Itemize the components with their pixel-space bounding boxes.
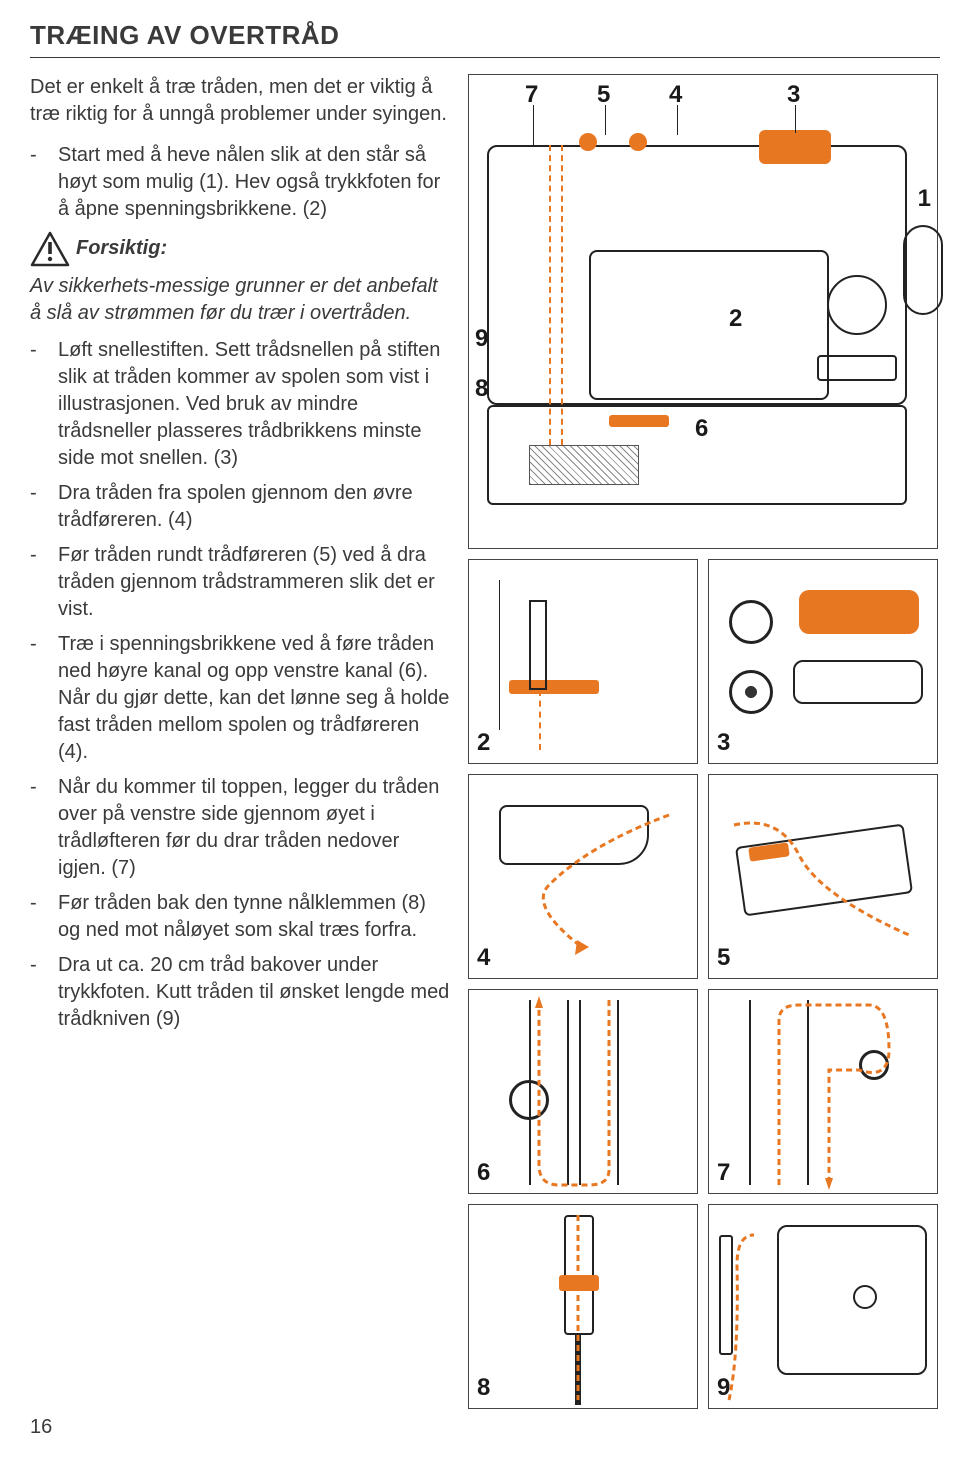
bullet-item: - Før tråden bak den tynne nålklemmen (8… [30,890,450,944]
bullet-item: - Dra tråden fra spolen gjennom den øvre… [30,480,450,534]
bullet-dash: - [30,542,58,623]
figure-row: 6 7 [468,989,938,1194]
figure-column: 7 5 4 3 1 9 8 2 6 2 [468,74,938,1409]
figure-label: 3 [787,81,800,109]
figure-detail: 8 [468,1204,698,1409]
thread-path-icon [469,1205,699,1410]
bullet-dash: - [30,480,58,534]
bullet-text: Dra tråden fra spolen gjennom den øvre t… [58,480,450,534]
bullet-text: Når du kommer til toppen, legger du tråd… [58,774,450,882]
bullet-item: - Træ i spenningsbrikkene ved å føre trå… [30,631,450,766]
warning-text: Av sikkerhets-messige grunner er det anb… [30,273,450,327]
bullet-item: - Før tråden rundt trådføreren (5) ved å… [30,542,450,623]
thread-path-icon [709,1205,939,1410]
figure-label: 9 [717,1374,730,1402]
figure-label: 8 [477,1374,490,1402]
page-title: TRÆING AV OVERTRÅD [30,20,940,58]
bullet-text: Før tråden rundt trådføreren (5) ved å d… [58,542,450,623]
bullet-text: Dra ut ca. 20 cm tråd bakover under tryk… [58,952,450,1033]
figure-label: 8 [475,375,488,403]
figure-label: 3 [717,729,730,757]
figure-main: 7 5 4 3 1 9 8 2 6 [468,74,938,549]
text-column: Det er enkelt å træ tråden, men det er v… [30,74,450,1409]
intro-paragraph: Det er enkelt å træ tråden, men det er v… [30,74,450,128]
figure-label: 2 [477,729,490,757]
bullet-dash: - [30,142,58,223]
thread-path-icon [469,990,699,1195]
thread-path-icon [719,785,929,965]
figure-label: 9 [475,325,488,353]
warning-label: Forsiktig: [76,231,167,260]
figure-detail: 7 [708,989,938,1194]
thread-path-icon [709,990,939,1195]
figure-detail: 6 [468,989,698,1194]
figure-label: 1 [918,185,931,213]
figure-detail: 5 [708,774,938,979]
bullet-text: Start med å heve nålen slik at den står … [58,142,450,223]
bullet-item: - Start med å heve nålen slik at den stå… [30,142,450,223]
bullet-text: Løft snellestiften. Sett trådsnellen på … [58,337,450,472]
figure-detail: 4 [468,774,698,979]
thread-path-icon [489,795,689,965]
figure-label: 4 [477,944,490,972]
bullet-dash: - [30,890,58,944]
bullet-item: - Når du kommer til toppen, legger du tr… [30,774,450,882]
figure-label: 5 [597,81,610,109]
figure-label: 5 [717,944,730,972]
figure-detail: 3 [708,559,938,764]
figure-label: 6 [477,1159,490,1187]
bullet-item: - Løft snellestiften. Sett trådsnellen p… [30,337,450,472]
warning-heading: Forsiktig: [30,231,450,267]
figure-detail: 9 [708,1204,938,1409]
bullet-text: Træ i spenningsbrikkene ved å føre tråde… [58,631,450,766]
bullet-dash: - [30,337,58,472]
figure-label: 6 [695,415,708,443]
bullet-dash: - [30,774,58,882]
figure-label: 7 [525,81,538,109]
warning-icon [30,231,70,267]
figure-label: 2 [729,305,742,333]
bullet-item: - Dra ut ca. 20 cm tråd bakover under tr… [30,952,450,1033]
figure-label: 4 [669,81,682,109]
page-columns: Det er enkelt å træ tråden, men det er v… [30,74,940,1409]
figure-row: 4 5 [468,774,938,979]
bullet-dash: - [30,952,58,1033]
figure-detail: 2 [468,559,698,764]
figure-row: 8 9 [468,1204,938,1409]
figure-label: 7 [717,1159,730,1187]
bullet-dash: - [30,631,58,766]
bullet-text: Før tråden bak den tynne nålklemmen (8) … [58,890,450,944]
figure-row: 2 3 [468,559,938,764]
page-number: 16 [30,1416,52,1439]
